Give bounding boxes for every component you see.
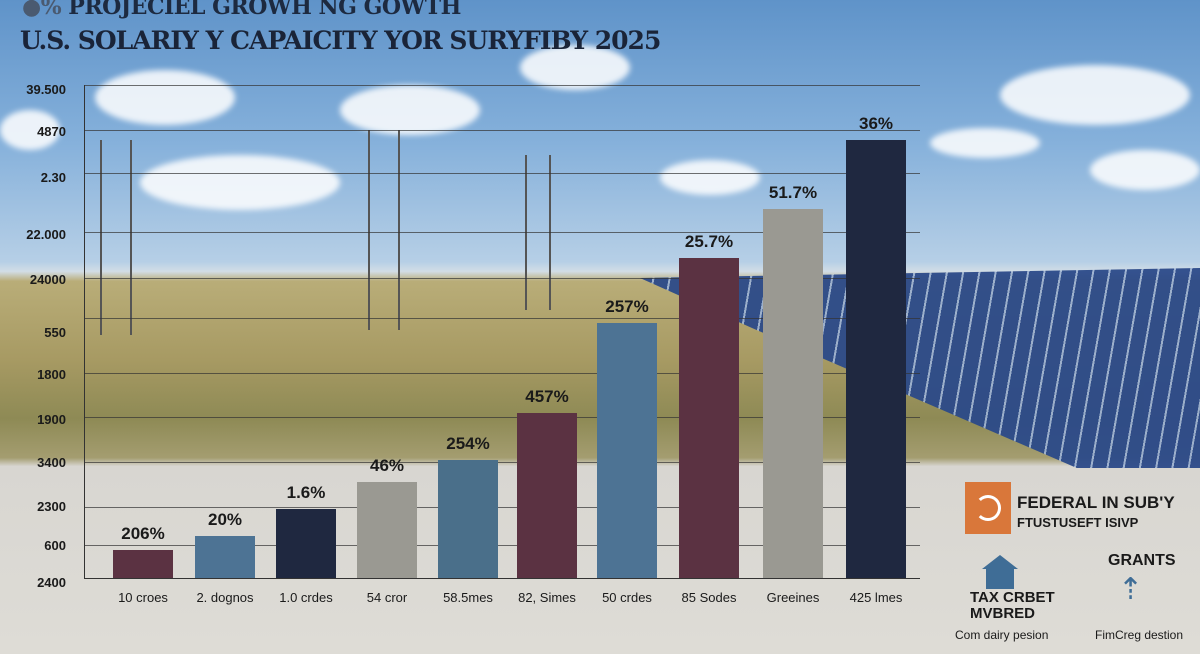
x-tick-label: 2. dognos: [196, 590, 254, 605]
bar: [195, 536, 255, 578]
cloud: [520, 45, 630, 90]
house-icon: [980, 555, 1020, 589]
y-tick-label: 3400: [37, 455, 66, 470]
power-tower: [368, 130, 400, 330]
cloud: [1090, 150, 1200, 190]
bar: [438, 459, 498, 578]
chart-title-line2: U.S. SOLARIY Y CAPAICITY YOR SURYFIBY 20…: [20, 26, 661, 55]
y-tick-label: 2300: [37, 499, 66, 514]
y-tick-label: 4870: [37, 124, 66, 139]
chart-title-line1: ●% PROJECIEL GROWH NG GOWTH: [22, 0, 461, 20]
tax-title-2: MVBRED: [970, 605, 1036, 622]
data-label: 20%: [207, 510, 243, 530]
gridline: [84, 318, 920, 319]
y-tick-label: 22.000: [26, 227, 66, 242]
x-axis-line: [84, 578, 920, 579]
bar: [597, 323, 657, 578]
grants-title: GRANTS: [1108, 552, 1176, 569]
data-label: 254%: [446, 433, 490, 453]
cloud: [1000, 65, 1190, 125]
gridline: [84, 462, 920, 463]
data-label: 1.6%: [286, 482, 326, 502]
gridline: [84, 232, 920, 233]
gridline: [84, 85, 920, 86]
x-tick-label: 10 croes: [118, 590, 168, 605]
cloud: [340, 85, 480, 135]
data-label: 257%: [605, 297, 649, 317]
y-tick-label: 1800: [37, 367, 66, 382]
data-label: 46%: [369, 455, 405, 475]
tax-credit-title: TAX CRBET MVBRED: [970, 590, 1055, 622]
x-tick-label: 50 crdes: [602, 590, 652, 605]
y-axis-line: [84, 85, 85, 579]
cloud: [930, 128, 1040, 158]
gridline: [84, 417, 920, 418]
data-label: 25.7%: [684, 231, 734, 251]
y-tick-label: 2400: [37, 575, 66, 590]
tax-title-1: TAX CRBET: [970, 589, 1055, 606]
data-label: 36%: [858, 114, 894, 134]
data-label: 457%: [525, 386, 569, 406]
y-tick-label: 2.30: [40, 170, 66, 185]
gridline: [84, 507, 920, 508]
cloud: [660, 160, 760, 195]
tax-caption: Com dairy pesion: [955, 628, 1049, 642]
y-tick-label: 1900: [37, 412, 66, 427]
x-tick-label: 82, Simes: [518, 590, 576, 605]
cloud: [0, 110, 60, 150]
percent-logo-icon: ●%: [22, 0, 62, 20]
grants-arrows-icon: ⇡: [1118, 573, 1144, 606]
gridline: [84, 173, 920, 174]
y-tick-label: 39.500: [26, 82, 66, 97]
federal-subsidy-icon: [965, 482, 1011, 534]
bar: [846, 140, 906, 578]
federal-title: FEDERAL IN SUB'Y: [1017, 493, 1175, 512]
gridline: [84, 545, 920, 546]
bar: [763, 209, 823, 578]
x-tick-label: 54 cror: [366, 590, 408, 605]
grants-caption: FimCreg destion: [1095, 628, 1184, 642]
bar: [113, 549, 173, 578]
federal-subtitle: FTUSTUSEFT ISIVP: [1017, 515, 1139, 530]
y-tick-label: 600: [44, 538, 66, 553]
x-tick-label: Greeines: [766, 590, 820, 605]
gridline: [84, 373, 920, 374]
x-tick-label: 425 lmes: [849, 590, 903, 605]
y-tick-label: 24000: [29, 272, 66, 287]
power-tower: [100, 140, 132, 335]
x-tick-label: 58.5mes: [443, 590, 493, 605]
y-tick-label: 550: [44, 325, 66, 340]
cloud: [95, 70, 235, 125]
bar: [276, 508, 336, 578]
data-label: 51.7%: [768, 183, 818, 203]
cloud: [140, 155, 340, 210]
x-tick-label: 1.0 crdes: [279, 590, 333, 605]
data-label: 206%: [121, 523, 165, 543]
bar: [357, 481, 417, 578]
gridline: [84, 278, 920, 279]
gridline: [84, 130, 920, 131]
bar: [517, 412, 577, 578]
bar: [679, 257, 739, 578]
x-tick-label: 85 Sodes: [681, 590, 737, 605]
